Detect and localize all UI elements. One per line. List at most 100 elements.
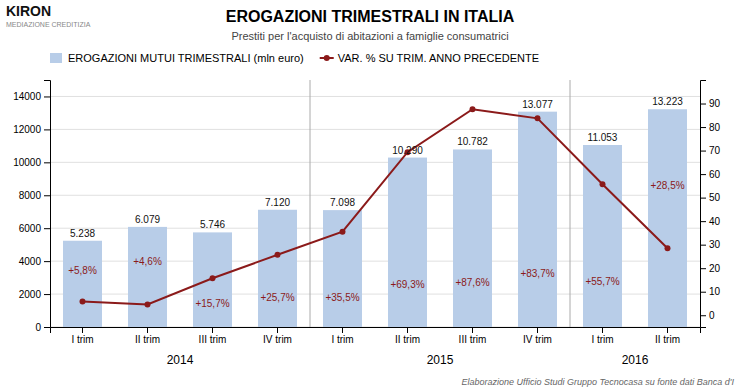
line-label: +87,6% <box>455 277 489 288</box>
x-tick-mark <box>277 327 278 333</box>
group-label: 2014 <box>167 353 194 367</box>
y2-tick-mark <box>700 198 706 199</box>
bar-label: 6.079 <box>135 214 160 225</box>
bar <box>388 158 427 327</box>
x-tick: III trim <box>459 327 487 345</box>
y2-tick-label: 80 <box>709 122 721 133</box>
y-tick: 8000 <box>19 190 50 201</box>
x-tick-label: IV trim <box>523 334 552 345</box>
legend-label: EROGAZIONI MUTUI TRIMESTRALI (mln euro) <box>68 52 304 64</box>
x-tick-mark <box>602 327 603 333</box>
group-separator <box>310 80 311 327</box>
bar <box>323 210 362 327</box>
y2-tick: 10 <box>700 286 721 297</box>
line-marker <box>665 245 671 251</box>
x-tick-mark <box>212 327 213 333</box>
data-labels: 5.2386.0795.7467.1207.09810.29010.78213.… <box>68 96 685 309</box>
y-tick-mark <box>44 327 50 328</box>
y2-tick-mark <box>700 151 706 152</box>
x-tick-label: IV trim <box>263 334 292 345</box>
x-tick-mark <box>342 327 343 333</box>
legend-marker <box>324 55 330 61</box>
y2-tick: 90 <box>700 98 721 109</box>
y-tick-mark <box>44 129 50 130</box>
bar-label: 13.223 <box>652 96 683 107</box>
y-tick-mark <box>44 228 50 229</box>
grid-line <box>50 96 700 97</box>
line-label: +25,7% <box>260 292 294 303</box>
y2-tick-label: 60 <box>709 169 721 180</box>
y-tick: 6000 <box>19 223 50 234</box>
footnote: Elaborazione Ufficio Studi Gruppo Tecnoc… <box>461 377 734 387</box>
bar <box>648 109 687 327</box>
y-tick: 2000 <box>19 289 50 300</box>
x-tick-label: I trim <box>591 334 613 345</box>
bar <box>258 210 297 327</box>
line-marker <box>210 275 216 281</box>
x-tick-mark <box>472 327 473 333</box>
x-tick-mark <box>537 327 538 333</box>
bar <box>583 145 622 327</box>
legend-item: EROGAZIONI MUTUI TRIMESTRALI (mln euro) <box>50 52 304 64</box>
bar-label: 5.238 <box>70 228 95 239</box>
y-tick: 4000 <box>19 256 50 267</box>
y-tick-label: 6000 <box>19 223 42 234</box>
x-tick-label: III trim <box>459 334 487 345</box>
annotation: KIRON <box>6 3 51 19</box>
y2-tick-label: 90 <box>709 98 721 109</box>
x-tick-label: I trim <box>331 334 353 345</box>
y-tick-label: 14000 <box>13 91 41 102</box>
bar <box>518 112 557 327</box>
y-tick-mark <box>44 195 50 196</box>
x-tick-mark <box>407 327 408 333</box>
x-tick-mark <box>82 327 83 333</box>
y2-tick: 30 <box>700 239 721 250</box>
y-tick-label: 2000 <box>19 289 42 300</box>
y2-tick-label: 20 <box>709 263 721 274</box>
y2-tick-mark <box>700 221 706 222</box>
y-tick: 14000 <box>13 91 50 102</box>
y2-tick-mark <box>700 245 706 246</box>
group-labels: 201420152016 <box>167 353 649 367</box>
y2-tick: 50 <box>700 192 721 203</box>
y2-tick-mark <box>700 174 706 175</box>
line-marker <box>535 115 541 121</box>
y2-tick-label: 40 <box>709 216 721 227</box>
y-axis-line <box>44 81 51 328</box>
legend-swatch <box>50 53 62 63</box>
line-marker <box>275 252 281 258</box>
x-tick: I trim <box>591 327 613 345</box>
line <box>83 109 668 304</box>
y-tick-mark <box>44 96 50 97</box>
x-tick: IV trim <box>523 327 552 345</box>
x-axis-line <box>51 328 701 334</box>
legend: EROGAZIONI MUTUI TRIMESTRALI (mln euro) V… <box>50 52 539 64</box>
line-label: +5,8% <box>68 265 97 276</box>
y2-tick-mark <box>700 292 706 293</box>
y2-tick-label: 0 <box>709 310 715 321</box>
grid-line <box>50 129 700 130</box>
title: EROGAZIONI TRIMESTRALI IN ITALIA <box>226 8 515 25</box>
bar <box>453 149 492 327</box>
y2-tick: 0 <box>700 310 715 321</box>
line-label: +35,5% <box>325 292 359 303</box>
y-tick-label: 10000 <box>13 157 41 168</box>
bar-label: 10.290 <box>392 145 423 156</box>
y-axis: 02000400060008000100001200014000 <box>13 81 50 333</box>
chart: I trim II trim III trim IV trim I trim II tri… <box>0 0 740 389</box>
grid <box>50 96 700 327</box>
x-tick-label: III trim <box>199 334 227 345</box>
x-tick-label: II trim <box>135 334 160 345</box>
bar <box>63 241 102 327</box>
bar <box>193 232 232 327</box>
x-tick-mark <box>147 327 148 333</box>
bar-label: 5.746 <box>200 219 225 230</box>
y2-tick-label: 50 <box>709 192 721 203</box>
x-tick-label: II trim <box>395 334 420 345</box>
y2-axis-line <box>701 81 707 328</box>
legend-item: VAR. % SU TRIM. ANNO PRECEDENTE <box>320 52 539 64</box>
x-tick: II trim <box>135 327 160 345</box>
y2-tick-mark <box>700 104 706 105</box>
y2-tick-label: 70 <box>709 145 721 156</box>
line-marker <box>340 229 346 235</box>
